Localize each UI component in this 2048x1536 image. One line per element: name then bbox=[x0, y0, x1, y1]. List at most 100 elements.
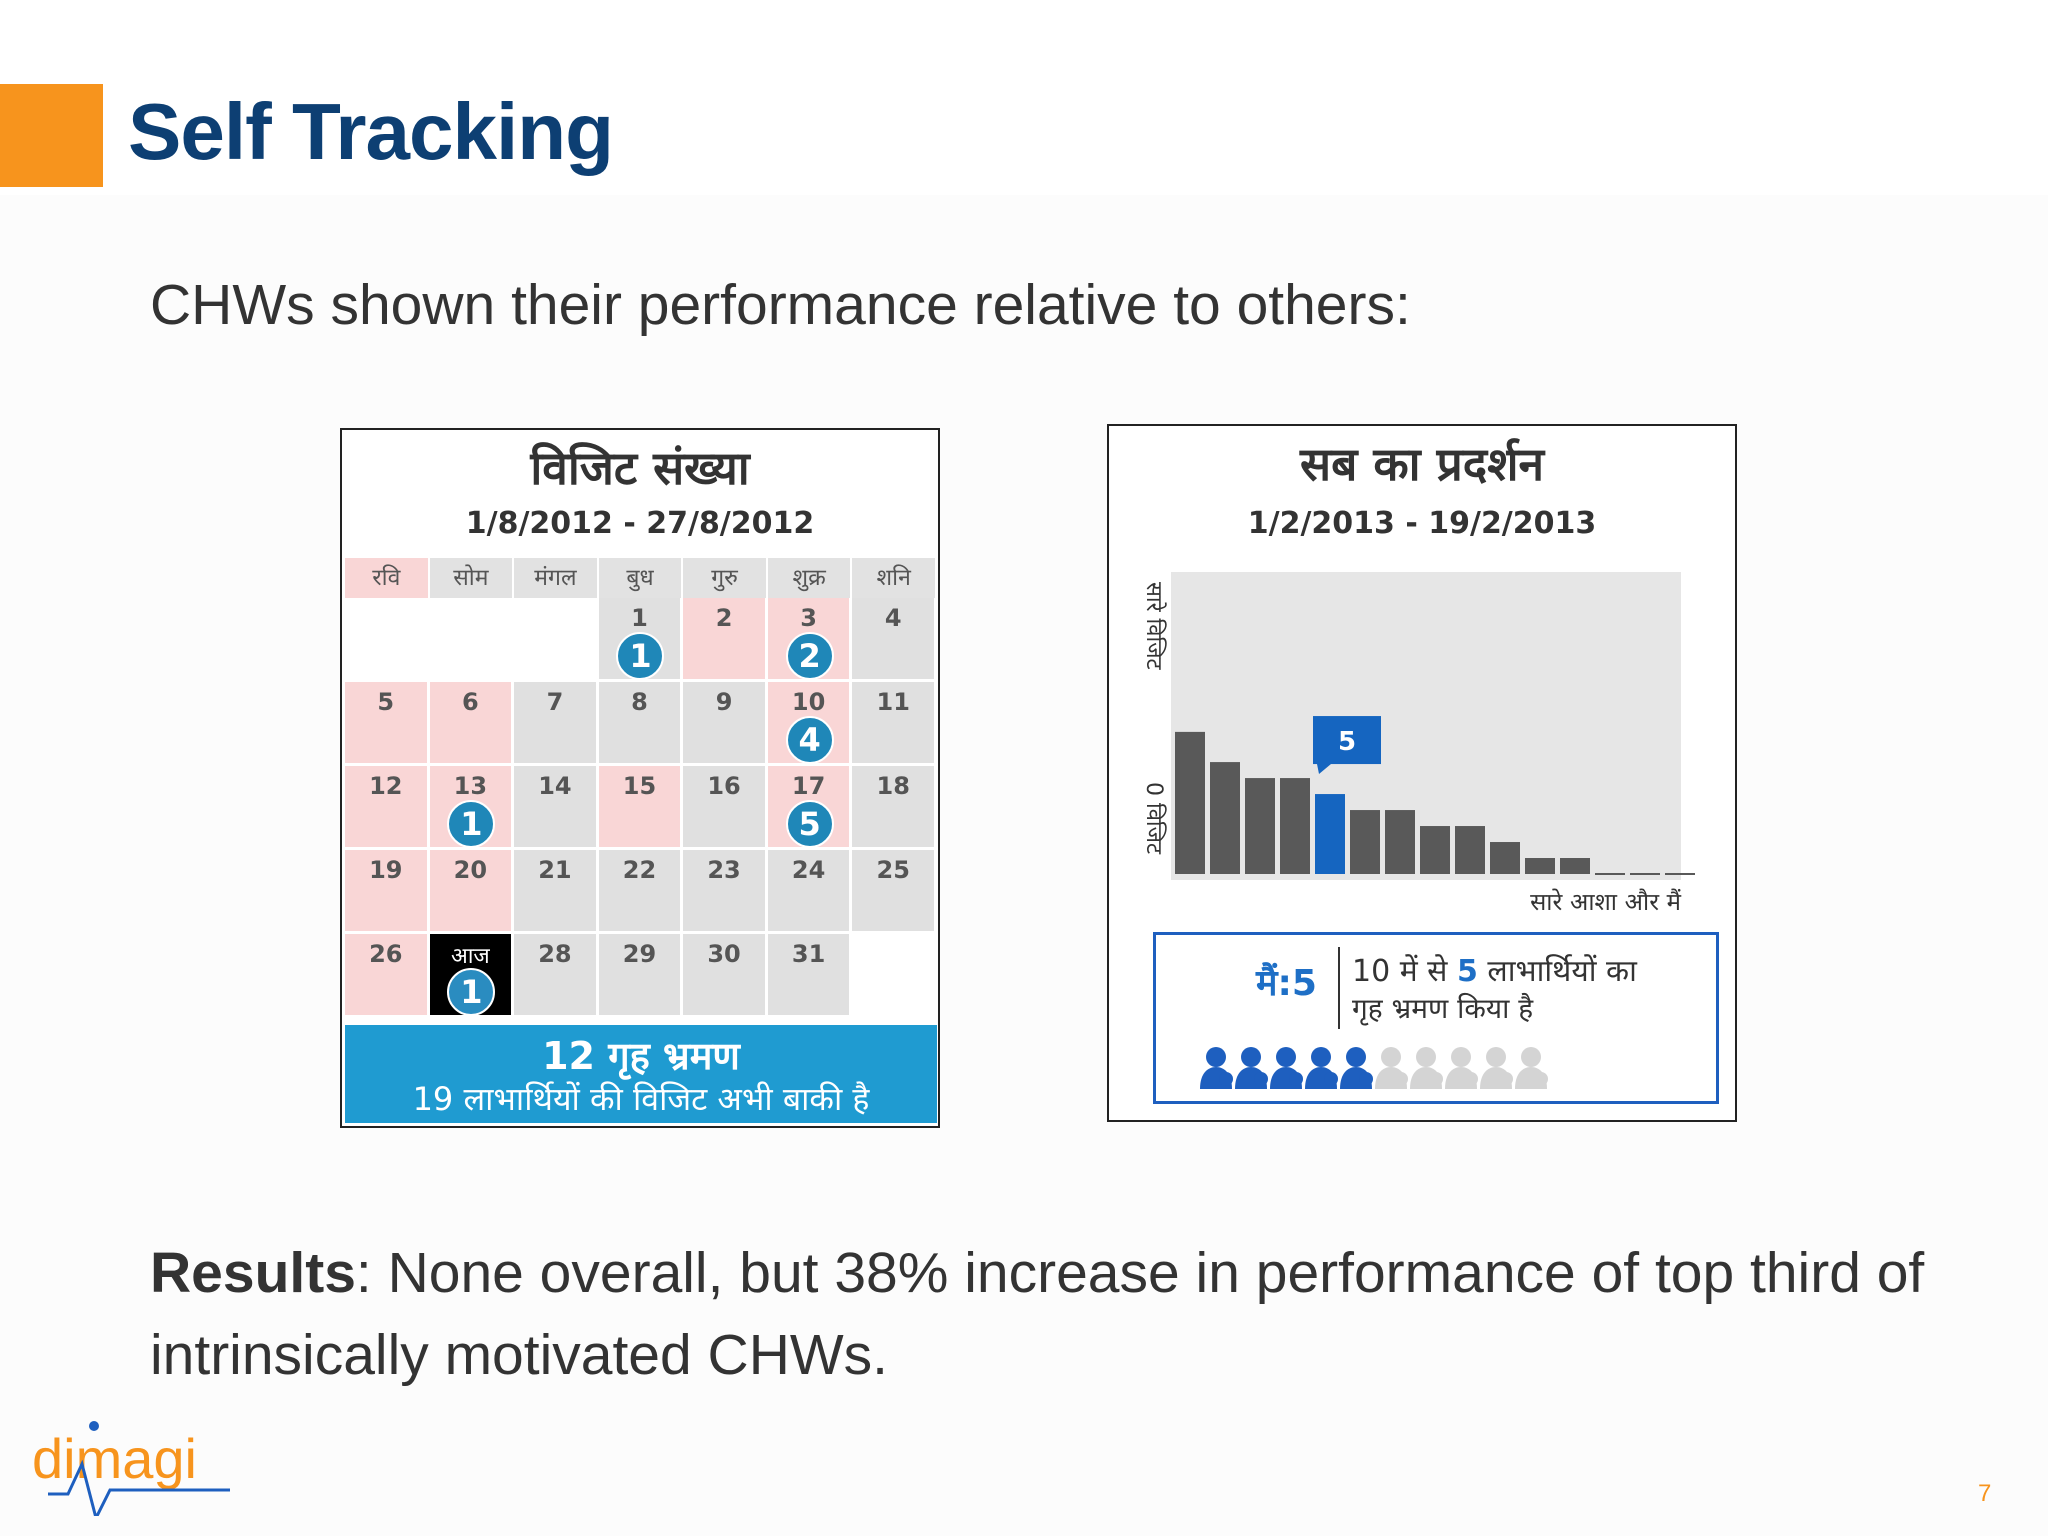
orange-accent-square bbox=[0, 84, 103, 187]
calendar-day-cell: 24 bbox=[767, 850, 853, 934]
day-number: 16 bbox=[707, 772, 741, 800]
day-number: 11 bbox=[876, 688, 910, 716]
calendar-day-cell: 23 bbox=[683, 850, 768, 934]
calendar-day-cell: 20 bbox=[429, 850, 515, 934]
calendar-day-cell: 10 4 bbox=[767, 682, 853, 766]
ranking-date-range: 1/2/2013 - 19/2/2013 bbox=[1247, 506, 1597, 541]
calendar-day-cell: 29 bbox=[598, 934, 684, 1018]
visits-count-text: 12 गृह भ्रमण bbox=[542, 1034, 740, 1078]
chart-bar bbox=[1280, 778, 1310, 874]
calendar-day-cell: आज 1 bbox=[429, 934, 515, 1018]
day-number: 12 bbox=[369, 772, 403, 800]
dimagi-logo: dimagi bbox=[32, 1421, 230, 1516]
beneficiary-icon-row bbox=[1196, 1043, 1616, 1091]
calendar-day-cell: 13 1 bbox=[429, 766, 515, 850]
weekday-header: शुक्र bbox=[767, 558, 853, 598]
calendar-day-cell: 28 bbox=[514, 934, 599, 1018]
chart-bar bbox=[1525, 858, 1555, 874]
summary-line-1-end: लाभार्थियों का bbox=[1477, 954, 1637, 989]
day-number: 18 bbox=[876, 772, 910, 800]
day-number: आज bbox=[450, 944, 490, 969]
summary-line-1-start: 10 में से bbox=[1352, 954, 1458, 989]
visit-count-badge: 1 bbox=[616, 632, 665, 680]
calendar-day-cell bbox=[429, 598, 515, 682]
summary-line-1: 10 में से 5 लाभार्थियों का bbox=[1352, 949, 1637, 990]
results-text: : None overall, but 38% increase in perf… bbox=[150, 1241, 1925, 1387]
day-number: 10 bbox=[791, 688, 826, 716]
my-visits-label: मैं:5 bbox=[1256, 963, 1317, 1004]
calendar-day-cell: 26 bbox=[345, 934, 430, 1018]
person-icon bbox=[1445, 1047, 1478, 1089]
day-number: 1 bbox=[631, 604, 648, 632]
my-summary-box: मैं:5 10 में से 5 लाभार्थियों का गृह भ्र… bbox=[1153, 932, 1719, 1104]
day-number: 6 bbox=[462, 688, 479, 716]
day-number: 19 bbox=[369, 856, 403, 884]
calendar-day-cell: 4 bbox=[852, 598, 937, 682]
page-number: 7 bbox=[1978, 1480, 1992, 1507]
person-icon bbox=[1515, 1047, 1548, 1089]
calendar-day-cell: 21 bbox=[514, 850, 599, 934]
my-value-label: 5 bbox=[1338, 727, 1356, 757]
calendar-day-cell: 6 bbox=[429, 682, 515, 766]
weekday-header: रवि bbox=[345, 558, 430, 598]
day-number: 26 bbox=[369, 940, 403, 968]
chart-bar bbox=[1455, 826, 1485, 874]
summary-line-2: गृह भ्रमण किया है bbox=[1352, 992, 1534, 1025]
calendar-day-cell: 25 bbox=[852, 850, 937, 934]
day-number: 22 bbox=[622, 856, 657, 884]
chart-bar bbox=[1175, 731, 1205, 874]
calendar-day-cell: 5 bbox=[345, 682, 430, 766]
slide-title: Self Tracking bbox=[128, 87, 614, 176]
person-icon bbox=[1340, 1047, 1373, 1089]
summary-divider bbox=[1338, 947, 1340, 1029]
person-icon bbox=[1375, 1047, 1408, 1089]
day-number: 7 bbox=[546, 688, 564, 716]
chart-bar bbox=[1385, 810, 1415, 874]
results-label: Results bbox=[150, 1241, 356, 1305]
calendar-grid: रवि सोम मंगल बुध गुरु शुक्र शनि 1 1 2 3 2 4 5 6 7 8 9 10 4 1… bbox=[345, 558, 937, 1018]
visit-count-badge: 2 bbox=[785, 632, 834, 680]
calendar-summary-banner: 12 गृह भ्रमण 19 लाभार्थियों की विजिट अभी… bbox=[345, 1025, 937, 1123]
calendar-day-cell: 30 bbox=[683, 934, 768, 1018]
day-number: 3 bbox=[800, 604, 817, 632]
visit-calendar-image: विजिट संख्या 1/8/2012 - 27/8/2012 रवि सोम… bbox=[340, 428, 940, 1128]
x-axis-label: सारे आशा और मैं bbox=[1530, 888, 1682, 916]
weekday-header: मंगल bbox=[514, 558, 599, 598]
person-icon bbox=[1480, 1047, 1513, 1089]
calendar-day-cell: 8 bbox=[598, 682, 684, 766]
visit-count-badge: 4 bbox=[785, 716, 834, 764]
person-icon bbox=[1235, 1047, 1268, 1089]
calendar-day-cell: 12 bbox=[345, 766, 430, 850]
calendar-day-cell: 7 bbox=[514, 682, 599, 766]
person-icon bbox=[1270, 1047, 1303, 1089]
day-number: 29 bbox=[622, 940, 657, 968]
calendar-day-cell: 15 bbox=[598, 766, 684, 850]
chart-bar bbox=[1490, 842, 1520, 874]
calendar-day-cell: 19 bbox=[345, 850, 430, 934]
results-paragraph: Results: None overall, but 38% increase … bbox=[150, 1232, 1970, 1396]
day-number: 25 bbox=[876, 856, 910, 884]
day-number: 4 bbox=[884, 604, 902, 632]
weekday-header: सोम bbox=[429, 558, 515, 598]
visit-count-badge: 1 bbox=[447, 800, 496, 848]
calendar-day-cell: 16 bbox=[683, 766, 768, 850]
calendar-day-cell: 31 bbox=[767, 934, 853, 1018]
logo-globe-icon bbox=[89, 1421, 99, 1431]
day-number: 23 bbox=[707, 856, 741, 884]
person-icon bbox=[1200, 1047, 1233, 1089]
calendar-day-cell: 17 5 bbox=[767, 766, 853, 850]
calendar-title: विजिट संख्या bbox=[530, 441, 750, 495]
visit-count-badge: 5 bbox=[785, 800, 834, 848]
calendar-day-cell: 18 bbox=[852, 766, 937, 850]
person-icon bbox=[1410, 1047, 1443, 1089]
day-number: 20 bbox=[453, 856, 488, 884]
chart-bar bbox=[1210, 762, 1240, 874]
chart-bar bbox=[1420, 826, 1450, 874]
logo-pulse-line bbox=[48, 1459, 230, 1516]
day-number: 8 bbox=[631, 688, 648, 716]
my-value-callout bbox=[1313, 716, 1381, 765]
chart-bar bbox=[1560, 858, 1590, 874]
peer-bar-chart: 5 सारे आशा और मैं सारे विजिट 0 विजिट bbox=[1141, 572, 1695, 916]
